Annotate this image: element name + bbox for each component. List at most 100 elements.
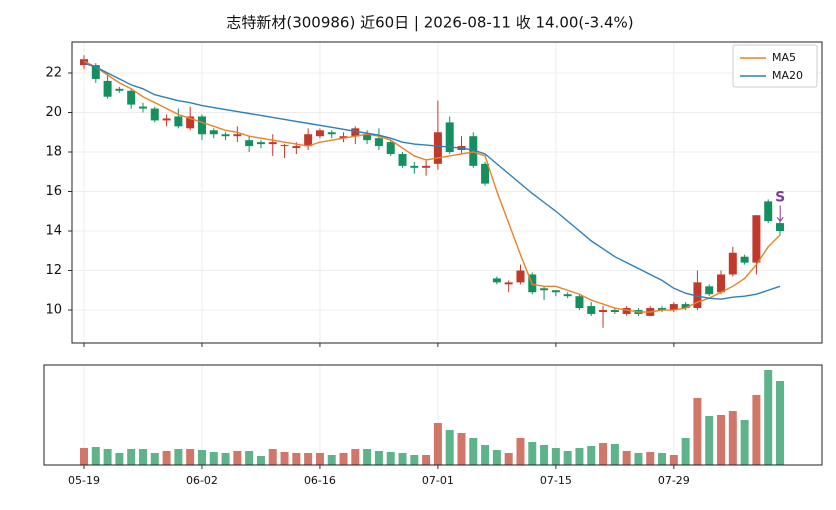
volume-bar [575, 448, 584, 465]
candle-body [575, 296, 584, 309]
candle-body [669, 304, 678, 311]
candle-body [422, 165, 431, 168]
volume-bar [540, 445, 549, 465]
candle-body [504, 282, 513, 285]
x-tick-label: 06-02 [186, 474, 218, 487]
candle-body [658, 308, 667, 311]
volume-bar [634, 453, 643, 465]
candle-body [622, 308, 631, 314]
volume-bar [115, 453, 124, 465]
volume-bar [504, 453, 513, 465]
candle-body [717, 274, 726, 293]
volume-bar [528, 442, 537, 465]
candle-body [197, 116, 206, 135]
volume-bar [233, 451, 242, 465]
volume-bar [162, 451, 171, 465]
volume-bar [351, 449, 360, 465]
volume-bar [610, 444, 619, 465]
volume-bar [705, 416, 714, 465]
volume-bar [268, 449, 277, 465]
y-tick-label: 14 [45, 224, 62, 239]
volume-bar [197, 450, 206, 465]
candle-body [268, 142, 277, 145]
volume-bar [622, 451, 631, 465]
volume-bar [717, 415, 726, 465]
volume-bar [728, 411, 737, 465]
x-tick-label: 06-16 [304, 474, 336, 487]
y-tick-label: 10 [45, 303, 62, 318]
volume-bar [91, 447, 100, 465]
x-tick-label: 05-19 [68, 474, 100, 487]
candle-body [705, 286, 714, 295]
candle-body [256, 142, 265, 145]
candle-body [115, 88, 124, 91]
volume-bar [386, 452, 395, 465]
volume-bar [103, 449, 112, 465]
candle-body [433, 132, 442, 164]
candle-body [776, 223, 784, 232]
volume-frame [43, 364, 823, 466]
candle-body [516, 270, 525, 283]
volume-bar [646, 452, 655, 465]
volume-bar [280, 452, 289, 465]
plot-frame [71, 41, 823, 344]
candle-body [351, 128, 360, 137]
volume-bar [551, 448, 560, 465]
candle-body [693, 282, 702, 309]
y-tick-label: 16 [45, 184, 62, 199]
candle-body [315, 130, 324, 137]
candle-body [209, 130, 218, 135]
ma-line [83, 62, 781, 300]
volume-bar [292, 453, 301, 465]
y-tick-label: 22 [45, 66, 62, 81]
candle-body [374, 138, 383, 147]
volume-bar [752, 395, 761, 465]
marker-label: S [775, 189, 785, 205]
legend-label: MA20 [772, 69, 803, 82]
x-tick-label: 07-29 [658, 474, 690, 487]
volume-bar [186, 449, 195, 465]
candle-body [327, 132, 336, 135]
candle-body [233, 134, 242, 137]
volume-bar [457, 433, 466, 465]
candle-body [103, 80, 112, 97]
y-tick-label: 18 [45, 145, 62, 160]
candle-body [492, 278, 501, 283]
volume-bar [398, 453, 407, 465]
volume-bar [209, 452, 218, 465]
chart-title: 志特新材(300986) 近60日 | 2026-08-11 收 14.00(-… [226, 14, 633, 32]
volume-bar [150, 453, 159, 465]
volume-bar [481, 445, 490, 465]
x-tick-label: 07-01 [422, 474, 454, 487]
candle-body [162, 118, 171, 121]
volume-bar [245, 451, 254, 465]
volume-bar [127, 449, 136, 465]
volume-bar [776, 381, 784, 465]
candle-body [398, 153, 407, 166]
candle-body [764, 201, 773, 222]
volume-bar [363, 449, 372, 465]
candle-body [469, 136, 478, 166]
volume-bar [669, 455, 678, 465]
volume-bar [658, 453, 667, 465]
candle-body [481, 163, 490, 184]
volume-bar [740, 420, 749, 465]
volume-bar [339, 453, 348, 465]
volume-bar [315, 453, 324, 465]
candle-body [363, 134, 372, 141]
candle-body [186, 116, 195, 129]
candle-body [610, 310, 619, 312]
volume-bar [693, 398, 702, 465]
y-tick-label: 12 [45, 263, 62, 278]
volume-bar [174, 449, 183, 465]
y-tick-label: 20 [45, 105, 62, 120]
volume-bar [80, 448, 88, 465]
candle-body [587, 306, 596, 314]
candle-body [445, 122, 454, 153]
candle-body [339, 136, 348, 139]
volume-bar [587, 446, 596, 465]
volume-bar [492, 450, 501, 465]
volume-bar [422, 455, 431, 465]
volume-bar [327, 455, 336, 465]
